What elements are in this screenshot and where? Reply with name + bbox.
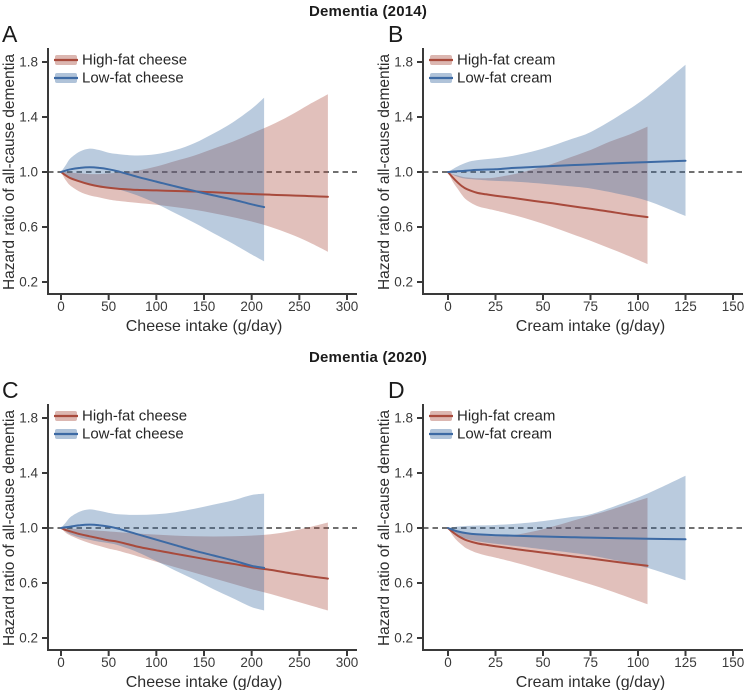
y-tick-label: 0.6	[19, 576, 38, 591]
y-tick-label: 0.6	[19, 220, 38, 235]
low-fat-cheese-line	[60, 523, 266, 569]
x-tick-label: 75	[583, 299, 598, 314]
x-tick-label: 100	[145, 655, 168, 670]
x-tick-label: 125	[674, 655, 697, 670]
x-tick-label: 100	[627, 655, 650, 670]
y-axis-label: Hazard ratio of all-cause dementia	[376, 54, 393, 290]
y-tick-label: 1.0	[19, 165, 38, 180]
x-tick-label: 50	[535, 299, 550, 314]
low-fat-cream-line	[447, 159, 687, 173]
high-fat-cheese-line	[60, 527, 329, 580]
high-fat-cream-line	[447, 527, 649, 567]
panel-d-letter: D	[388, 377, 405, 403]
high-fat-cream-ci-band	[448, 497, 648, 605]
x-axis-label: Cheese intake (g/day)	[126, 318, 283, 335]
y-axis-label: Hazard ratio of all-cause dementia	[1, 410, 18, 646]
legend-label-high-fat-cheese: High-fat cheese	[82, 52, 187, 69]
panel-c-letter: C	[2, 377, 19, 403]
x-tick-label: 250	[288, 655, 311, 670]
high-fat-cheese-ci-band	[61, 94, 328, 252]
panel-b-chart: 0.2 0.6 1.0 1.4 1.8 0 25 50 75 100 125 150 Cream int…	[376, 48, 745, 335]
y-tick-label: 1.0	[394, 165, 413, 180]
x-tick-label: 125	[674, 299, 697, 314]
x-tick-label: 150	[193, 299, 216, 314]
panel-d: D 0.2 0.6 1.0 1.4 1.8 0 25 50 75 100 125 150 Cream i…	[375, 376, 750, 690]
y-tick-label: 0.6	[394, 220, 413, 235]
x-tick-label: 0	[444, 655, 452, 670]
y-tick-label: 0.6	[394, 576, 413, 591]
x-tick-label: 150	[722, 299, 745, 314]
legend-label-low-fat-cream: Low-fat cream	[457, 70, 552, 87]
x-tick-label: 200	[240, 655, 263, 670]
x-tick-label: 25	[488, 299, 503, 314]
x-axis-label: Cream intake (g/day)	[516, 318, 665, 335]
low-fat-cheese-ci-band	[61, 97, 265, 262]
legend-label-high-fat-cream: High-fat cream	[457, 408, 555, 425]
x-tick-label: 100	[627, 299, 650, 314]
x-tick-label: 200	[240, 299, 263, 314]
x-tick-label: 300	[336, 655, 359, 670]
legend-label-low-fat-cheese: Low-fat cheese	[82, 426, 184, 443]
legend-label-high-fat-cream: High-fat cream	[457, 52, 555, 69]
panel-a-letter: A	[2, 21, 18, 47]
y-tick-label: 1.4	[394, 466, 413, 481]
y-tick-label: 1.8	[394, 411, 413, 426]
y-tick-label: 1.8	[19, 411, 38, 426]
legend-label-low-fat-cheese: Low-fat cheese	[82, 70, 184, 87]
legend-label-high-fat-cheese: High-fat cheese	[82, 408, 187, 425]
panel-b-letter: B	[388, 21, 404, 47]
x-tick-label: 75	[583, 655, 598, 670]
x-tick-label: 50	[101, 299, 116, 314]
x-tick-label: 250	[288, 299, 311, 314]
x-axis-label: Cheese intake (g/day)	[126, 674, 283, 690]
high-fat-cream-ci-band	[448, 126, 648, 265]
panel-b: B 0.2 0.6 1.0 1.4 1.8 0 25 50 75 100 125 150 Cream i…	[375, 20, 750, 350]
y-tick-label: 1.4	[19, 466, 38, 481]
x-tick-label: 300	[336, 299, 359, 314]
panel-a: A 0.2 0.6 1.0 1.4 1.8 0 50 100 150 200 250 300 Chees…	[0, 20, 375, 350]
panel-a-chart: 0.2 0.6 1.0 1.4 1.8 0 50 100 150 200 250 300 Cheese …	[1, 48, 359, 335]
legend-label-low-fat-cream: Low-fat cream	[457, 426, 552, 443]
x-tick-label: 100	[145, 299, 168, 314]
y-tick-label: 0.2	[394, 275, 413, 290]
section-title-2014: Dementia (2014)	[308, 3, 428, 20]
x-axis-label: Cream intake (g/day)	[516, 674, 665, 690]
y-tick-label: 0.2	[19, 631, 38, 646]
low-fat-cream-ci-band	[448, 64, 686, 216]
x-tick-label: 25	[488, 655, 503, 670]
y-axis-label: Hazard ratio of all-cause dementia	[1, 54, 18, 290]
y-tick-label: 1.4	[19, 110, 38, 125]
y-tick-label: 1.0	[19, 521, 38, 536]
x-tick-label: 50	[101, 655, 116, 670]
x-tick-label: 150	[722, 655, 745, 670]
y-tick-label: 1.4	[394, 110, 413, 125]
panel-d-chart: 0.2 0.6 1.0 1.4 1.8 0 25 50 75 100 125 150 Cream int…	[376, 404, 745, 690]
y-tick-label: 0.2	[19, 275, 38, 290]
x-tick-label: 0	[57, 655, 65, 670]
y-tick-label: 0.2	[394, 631, 413, 646]
section-title-2020: Dementia (2020)	[308, 349, 428, 366]
x-tick-label: 50	[535, 655, 550, 670]
x-tick-label: 0	[444, 299, 452, 314]
x-tick-label: 150	[193, 655, 216, 670]
low-fat-cheese-line	[60, 166, 266, 209]
high-fat-cheese-line	[60, 171, 329, 198]
y-tick-label: 1.8	[19, 55, 38, 70]
x-tick-label: 0	[57, 299, 65, 314]
low-fat-cream-line	[447, 527, 687, 541]
low-fat-cream-ci-band	[448, 475, 686, 581]
panel-c-chart: 0.2 0.6 1.0 1.4 1.8 0 50 100 150 200 250 300 Cheese …	[1, 404, 359, 690]
y-tick-label: 1.0	[394, 521, 413, 536]
panel-c: C 0.2 0.6 1.0 1.4 1.8 0 50 100 150 200 250 300 Chees…	[0, 376, 375, 690]
high-fat-cream-line	[447, 171, 649, 219]
y-tick-label: 1.8	[394, 55, 413, 70]
y-axis-label: Hazard ratio of all-cause dementia	[376, 410, 393, 646]
